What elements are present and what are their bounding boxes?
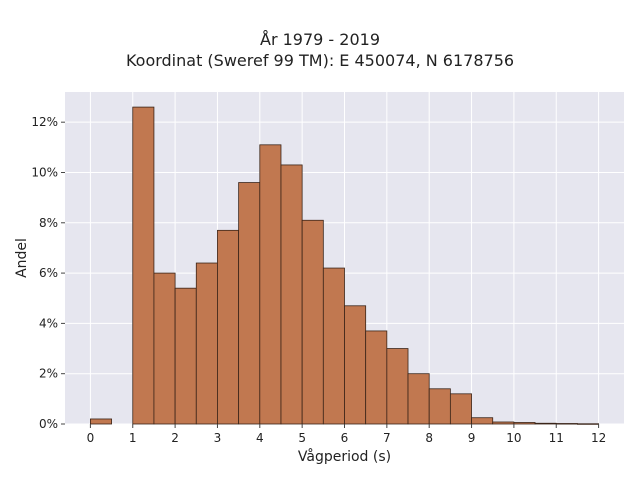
histogram-bar bbox=[217, 229, 240, 425]
x-axis-label: Vågperiod (s) bbox=[298, 448, 391, 465]
histogram-bar bbox=[407, 373, 430, 425]
x-tick-label: 2 bbox=[171, 431, 179, 445]
y-tick-label: 6% bbox=[39, 266, 58, 280]
chart-subtitle: Koordinat (Sweref 99 TM): E 450074, N 61… bbox=[125, 51, 515, 70]
histogram-bar bbox=[195, 262, 218, 425]
histogram-bar bbox=[280, 164, 303, 425]
histogram-bar bbox=[471, 417, 494, 425]
histogram-bar bbox=[386, 348, 409, 425]
histogram-bar bbox=[153, 272, 176, 425]
y-tick-label: 12% bbox=[31, 115, 58, 129]
histogram-bar bbox=[301, 219, 324, 425]
histogram-bar bbox=[344, 305, 367, 425]
x-tick-label: 9 bbox=[468, 431, 476, 445]
histogram-bar bbox=[238, 182, 261, 425]
y-tick-label: 0% bbox=[39, 417, 58, 431]
x-tick-label: 6 bbox=[341, 431, 349, 445]
y-tick-label: 8% bbox=[39, 216, 58, 230]
histogram-bar bbox=[132, 106, 155, 425]
y-tick-label: 2% bbox=[39, 367, 58, 381]
histogram-bar bbox=[322, 267, 345, 425]
x-tick-label: 4 bbox=[256, 431, 264, 445]
y-tick-label: 4% bbox=[39, 316, 58, 330]
x-tick-label: 3 bbox=[214, 431, 222, 445]
x-tick-label: 7 bbox=[383, 431, 391, 445]
x-axis-ticks: 0 1 2 3 4 5 6 7 8 9 10 11 12 bbox=[87, 424, 606, 445]
x-tick-label: 8 bbox=[425, 431, 433, 445]
histogram-bar bbox=[449, 393, 472, 425]
histogram-bar bbox=[365, 330, 388, 425]
x-tick-label: 10 bbox=[506, 431, 521, 445]
histogram-bar bbox=[174, 287, 197, 425]
x-tick-label: 5 bbox=[298, 431, 306, 445]
histogram-bar bbox=[555, 423, 578, 425]
y-tick-label: 10% bbox=[31, 165, 58, 179]
histogram-bar bbox=[513, 422, 536, 425]
x-tick-label: 12 bbox=[591, 431, 606, 445]
x-tick-label: 1 bbox=[129, 431, 137, 445]
y-axis-label: Andel bbox=[14, 238, 30, 278]
histogram-bar bbox=[492, 421, 515, 425]
histogram-bar bbox=[90, 418, 112, 425]
y-axis-ticks: 0% 2% 4% 6% 8% 10% 12% bbox=[31, 115, 65, 431]
x-tick-label: 0 bbox=[87, 431, 95, 445]
histogram-bar bbox=[534, 422, 557, 425]
x-tick-label: 11 bbox=[549, 431, 564, 445]
histogram-bar bbox=[259, 144, 282, 425]
chart-title: År 1979 - 2019 bbox=[260, 30, 380, 49]
histogram-bar bbox=[577, 423, 599, 425]
histogram-bars bbox=[90, 106, 599, 425]
histogram-bar bbox=[428, 388, 451, 425]
